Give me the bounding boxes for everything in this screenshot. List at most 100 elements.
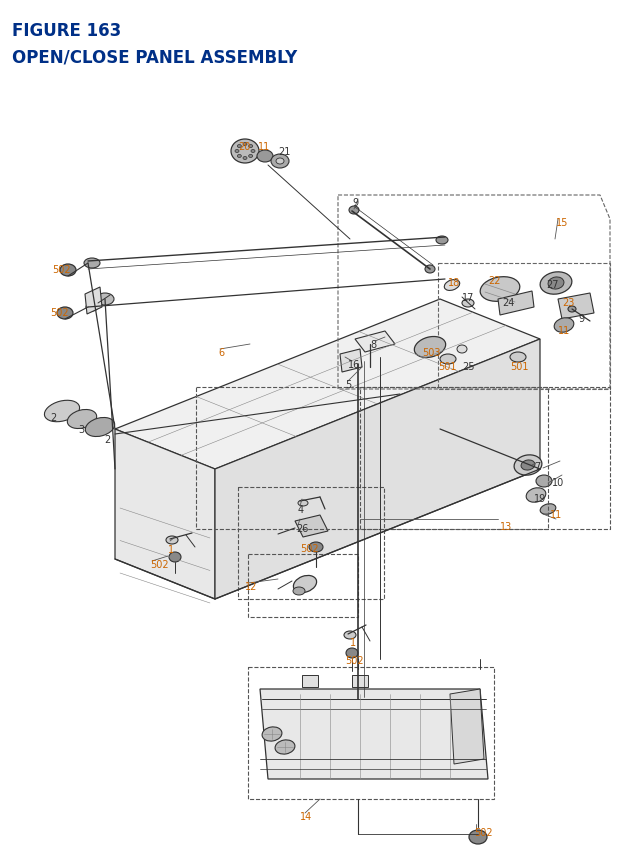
Text: 9: 9 <box>578 313 584 324</box>
Ellipse shape <box>514 455 542 475</box>
Text: 501: 501 <box>510 362 529 372</box>
Ellipse shape <box>536 475 552 487</box>
Ellipse shape <box>548 277 564 290</box>
Text: 24: 24 <box>502 298 515 307</box>
Ellipse shape <box>249 155 253 158</box>
Ellipse shape <box>57 307 73 319</box>
Ellipse shape <box>169 553 181 562</box>
Ellipse shape <box>480 277 520 302</box>
Text: 503: 503 <box>422 348 440 357</box>
Text: 2: 2 <box>50 412 56 423</box>
Ellipse shape <box>510 353 526 362</box>
Text: 16: 16 <box>348 360 360 369</box>
Ellipse shape <box>568 307 576 313</box>
Text: 7: 7 <box>534 461 540 472</box>
Polygon shape <box>450 689 484 764</box>
Text: 502: 502 <box>300 543 319 554</box>
Ellipse shape <box>554 319 574 333</box>
Ellipse shape <box>96 294 114 306</box>
Ellipse shape <box>293 576 317 593</box>
Text: 3: 3 <box>78 424 84 435</box>
Text: 2: 2 <box>104 435 110 444</box>
Text: 501: 501 <box>438 362 456 372</box>
Text: OPEN/CLOSE PANEL ASSEMBLY: OPEN/CLOSE PANEL ASSEMBLY <box>12 48 297 66</box>
Ellipse shape <box>243 143 247 146</box>
Text: 14: 14 <box>300 811 312 821</box>
Text: FIGURE 163: FIGURE 163 <box>12 22 121 40</box>
Text: 22: 22 <box>488 276 500 286</box>
Ellipse shape <box>235 151 239 153</box>
Ellipse shape <box>166 536 178 544</box>
Text: 6: 6 <box>218 348 224 357</box>
Ellipse shape <box>298 500 308 506</box>
Ellipse shape <box>85 418 115 437</box>
Text: 20: 20 <box>238 142 250 152</box>
Text: 502: 502 <box>474 827 493 837</box>
Ellipse shape <box>67 410 97 429</box>
Ellipse shape <box>257 151 273 163</box>
Text: 18: 18 <box>448 278 460 288</box>
Text: 11: 11 <box>258 142 270 152</box>
Ellipse shape <box>231 139 259 164</box>
Text: 21: 21 <box>278 147 291 157</box>
Ellipse shape <box>276 158 284 164</box>
Text: 13: 13 <box>500 522 512 531</box>
Ellipse shape <box>349 207 359 214</box>
Polygon shape <box>340 350 362 373</box>
Ellipse shape <box>60 264 76 276</box>
Ellipse shape <box>526 488 546 503</box>
Text: 1: 1 <box>168 544 174 554</box>
Ellipse shape <box>540 505 556 515</box>
Polygon shape <box>115 430 215 599</box>
Ellipse shape <box>425 266 435 274</box>
Text: 4: 4 <box>298 505 304 514</box>
Polygon shape <box>115 300 540 469</box>
Text: 8: 8 <box>370 339 376 350</box>
Polygon shape <box>498 292 534 316</box>
Text: 27: 27 <box>546 280 559 289</box>
Text: 502: 502 <box>150 560 168 569</box>
Ellipse shape <box>346 648 358 659</box>
Ellipse shape <box>444 280 460 291</box>
Text: 10: 10 <box>552 478 564 487</box>
Ellipse shape <box>469 830 487 844</box>
Text: 11: 11 <box>550 510 563 519</box>
Polygon shape <box>302 675 318 687</box>
Ellipse shape <box>86 304 98 312</box>
Ellipse shape <box>457 345 467 354</box>
Text: 25: 25 <box>462 362 474 372</box>
Ellipse shape <box>344 631 356 639</box>
Ellipse shape <box>436 237 448 245</box>
Polygon shape <box>355 331 395 353</box>
Ellipse shape <box>237 146 241 148</box>
Polygon shape <box>558 294 594 319</box>
Ellipse shape <box>309 542 323 553</box>
Text: 17: 17 <box>462 293 474 303</box>
Ellipse shape <box>540 272 572 294</box>
Text: 15: 15 <box>556 218 568 228</box>
Text: 19: 19 <box>534 493 547 504</box>
Ellipse shape <box>249 146 253 148</box>
Ellipse shape <box>440 355 456 364</box>
Text: 9: 9 <box>352 198 358 208</box>
Text: 502: 502 <box>50 307 68 318</box>
Polygon shape <box>352 675 368 687</box>
Ellipse shape <box>44 401 79 422</box>
Ellipse shape <box>462 300 474 307</box>
Ellipse shape <box>271 155 289 169</box>
Text: 502: 502 <box>345 655 364 666</box>
Ellipse shape <box>521 461 535 470</box>
Ellipse shape <box>293 587 305 595</box>
Text: 1: 1 <box>350 637 356 647</box>
Text: 502: 502 <box>52 264 70 275</box>
Polygon shape <box>215 339 540 599</box>
Text: 23: 23 <box>562 298 574 307</box>
Polygon shape <box>295 516 328 537</box>
Text: 26: 26 <box>296 523 308 533</box>
Polygon shape <box>85 288 102 314</box>
Ellipse shape <box>262 727 282 741</box>
Ellipse shape <box>414 338 445 358</box>
Ellipse shape <box>243 158 247 160</box>
Ellipse shape <box>237 155 241 158</box>
Ellipse shape <box>275 740 295 754</box>
